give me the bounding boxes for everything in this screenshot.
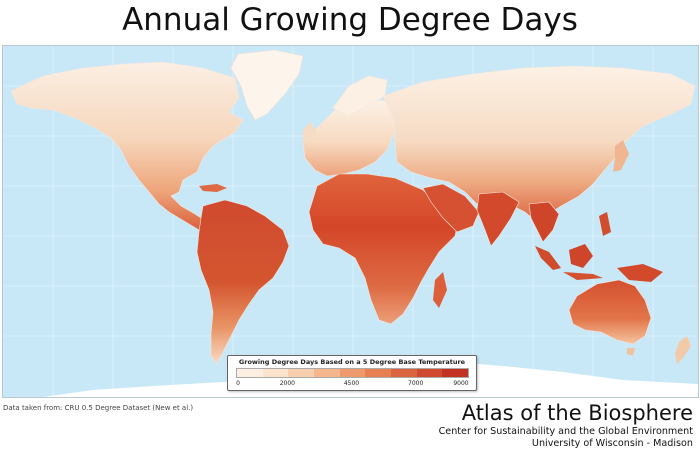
legend-swatch xyxy=(416,369,443,377)
legend-swatch xyxy=(288,369,315,377)
british-isles xyxy=(303,122,317,144)
australia xyxy=(568,279,652,345)
legend-swatch xyxy=(262,369,289,377)
legend-swatch xyxy=(365,369,392,377)
world-map xyxy=(2,45,699,398)
world-map-svg xyxy=(3,46,698,397)
legend-tick-label: 4500 xyxy=(343,380,360,387)
brand-line-1: Center for Sustainability and the Global… xyxy=(438,426,693,437)
new-zealand xyxy=(675,336,691,364)
legend-tick-label: 0 xyxy=(236,380,240,387)
legend-swatch xyxy=(442,369,469,377)
greenland xyxy=(230,49,304,121)
legend-tick-label: 9000 xyxy=(453,380,469,387)
map-title: Annual Growing Degree Days xyxy=(122,2,578,38)
philippines xyxy=(599,212,611,236)
legend-swatch xyxy=(339,369,366,377)
south-america xyxy=(196,199,290,365)
madagascar xyxy=(433,272,447,308)
japan xyxy=(613,140,629,172)
legend-color-ramp xyxy=(236,368,469,378)
southeast-asia xyxy=(528,201,560,243)
legend-swatch xyxy=(391,369,417,377)
java xyxy=(563,272,603,280)
india xyxy=(476,191,520,247)
legend-tick-label: 2000 xyxy=(279,380,295,387)
arabia xyxy=(422,183,480,233)
sumatra xyxy=(535,246,561,270)
map-legend: Growing Degree Days Based on a 5 Degree … xyxy=(227,355,477,391)
legend-swatch xyxy=(237,369,263,377)
legend-ticks: 0 2000 4500 7000 9000 xyxy=(236,380,469,388)
africa xyxy=(308,173,460,325)
caribbean xyxy=(199,184,227,192)
new-guinea xyxy=(617,264,663,282)
brand-block: Atlas of the Biosphere Center for Sustai… xyxy=(439,400,693,450)
legend-tick-label: 7000 xyxy=(408,380,424,387)
tasmania xyxy=(627,348,635,356)
asia xyxy=(382,65,696,233)
borneo xyxy=(569,244,593,268)
brand-line-2: University of Wisconsin - Madison xyxy=(531,438,693,449)
legend-swatch xyxy=(314,369,340,377)
scandinavia xyxy=(332,75,388,117)
data-source-note: Data taken from: CRU 0.5 Degree Dataset … xyxy=(3,404,194,412)
brand-title: Atlas of the Biosphere xyxy=(461,401,693,425)
legend-title: Growing Degree Days Based on a 5 Degree … xyxy=(238,358,466,366)
